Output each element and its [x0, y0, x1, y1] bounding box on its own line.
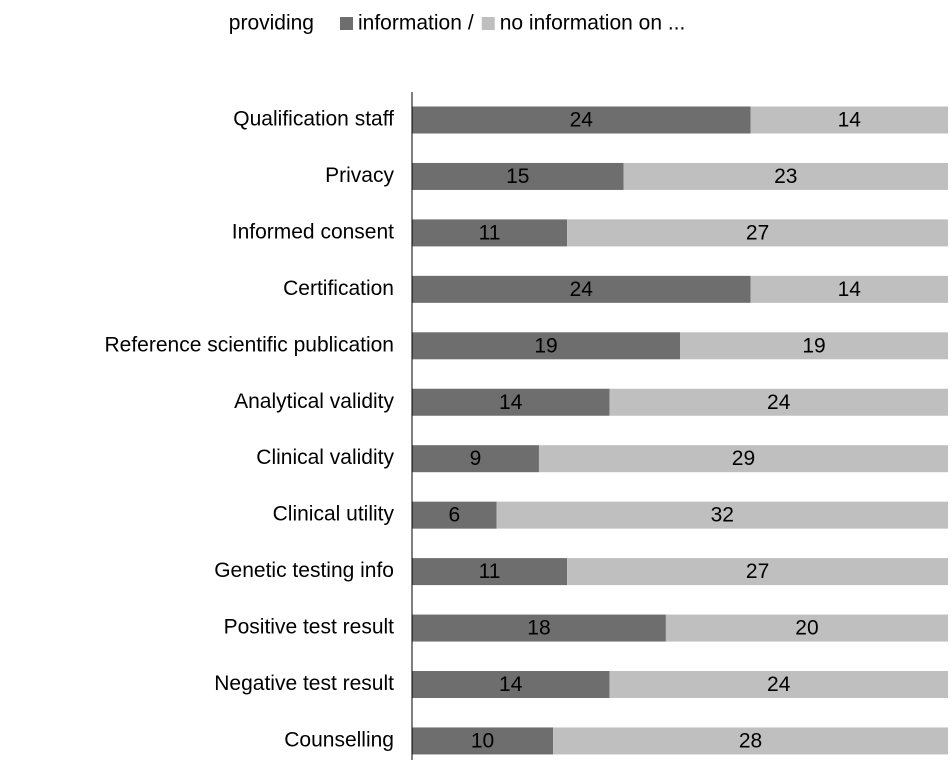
y-tick-label: Clinical utility [273, 503, 395, 526]
bar-segment [412, 275, 751, 303]
y-tick-label: Informed consent [232, 220, 394, 243]
bar-segment [412, 727, 554, 755]
bar-segment [412, 332, 680, 360]
y-tick-label: Qualification staff [233, 108, 394, 131]
y-tick-label: Positive test result [224, 616, 395, 639]
data-label: 27 [746, 221, 769, 244]
legend-swatch [340, 17, 353, 30]
bar-segment [567, 558, 948, 586]
bar-segment [609, 388, 948, 416]
data-label: 19 [802, 334, 825, 357]
data-label: 28 [739, 729, 762, 752]
data-label: 19 [534, 334, 557, 357]
data-label: 9 [470, 447, 482, 470]
y-tick-label: Certification [283, 277, 394, 300]
legend-separator: / [468, 12, 474, 35]
bar-segment [412, 558, 568, 586]
bar-segment [412, 671, 610, 698]
data-label: 10 [471, 729, 494, 752]
bar-segment [609, 671, 948, 698]
bar-segment [567, 219, 948, 247]
data-label: 14 [499, 391, 523, 414]
data-label: 24 [767, 391, 791, 414]
bar-segment [412, 445, 539, 473]
data-label: 32 [711, 504, 734, 527]
legend-swatch [481, 17, 495, 30]
data-label: 6 [448, 504, 460, 527]
data-label: 24 [767, 673, 791, 696]
bar-segment [496, 501, 948, 529]
data-label: 14 [838, 109, 862, 132]
bar-segment [750, 106, 948, 134]
bar-segment [412, 501, 497, 529]
bar-segment [412, 219, 568, 247]
data-label: 14 [838, 278, 862, 301]
data-label: 23 [774, 165, 797, 188]
data-label: 15 [506, 165, 529, 188]
data-label: 20 [795, 617, 818, 640]
bar-segment [665, 614, 948, 642]
bar-segment [412, 106, 751, 134]
y-tick-label: Negative test result [214, 672, 394, 695]
y-tick-label: Analytical validity [234, 390, 394, 413]
y-tick-label: Privacy [325, 164, 394, 187]
data-label: 24 [570, 109, 594, 132]
bar-segment [623, 162, 948, 190]
legend-label: information [358, 12, 462, 35]
legend-label: no information on ... [500, 12, 686, 35]
y-tick-label: Clinical validity [256, 446, 394, 469]
y-tick-label: Counselling [284, 728, 394, 751]
data-label: 27 [746, 560, 769, 583]
data-label: 29 [732, 447, 755, 470]
legend-prefix: providing [229, 12, 314, 35]
data-label: 14 [499, 673, 523, 696]
bar-segment [553, 727, 948, 755]
y-tick-label: Reference scientific publication [105, 333, 395, 356]
bar-segment [412, 614, 666, 642]
bar-segment [680, 332, 948, 360]
bar-segment [412, 388, 610, 416]
data-label: 18 [527, 617, 550, 640]
bar-segment [750, 275, 948, 303]
y-tick-label: Genetic testing info [214, 559, 394, 582]
data-label: 11 [479, 221, 501, 244]
bar-segment [538, 445, 948, 473]
data-label: 11 [479, 560, 501, 583]
data-label: 24 [570, 278, 594, 301]
bar-segment [412, 162, 624, 190]
